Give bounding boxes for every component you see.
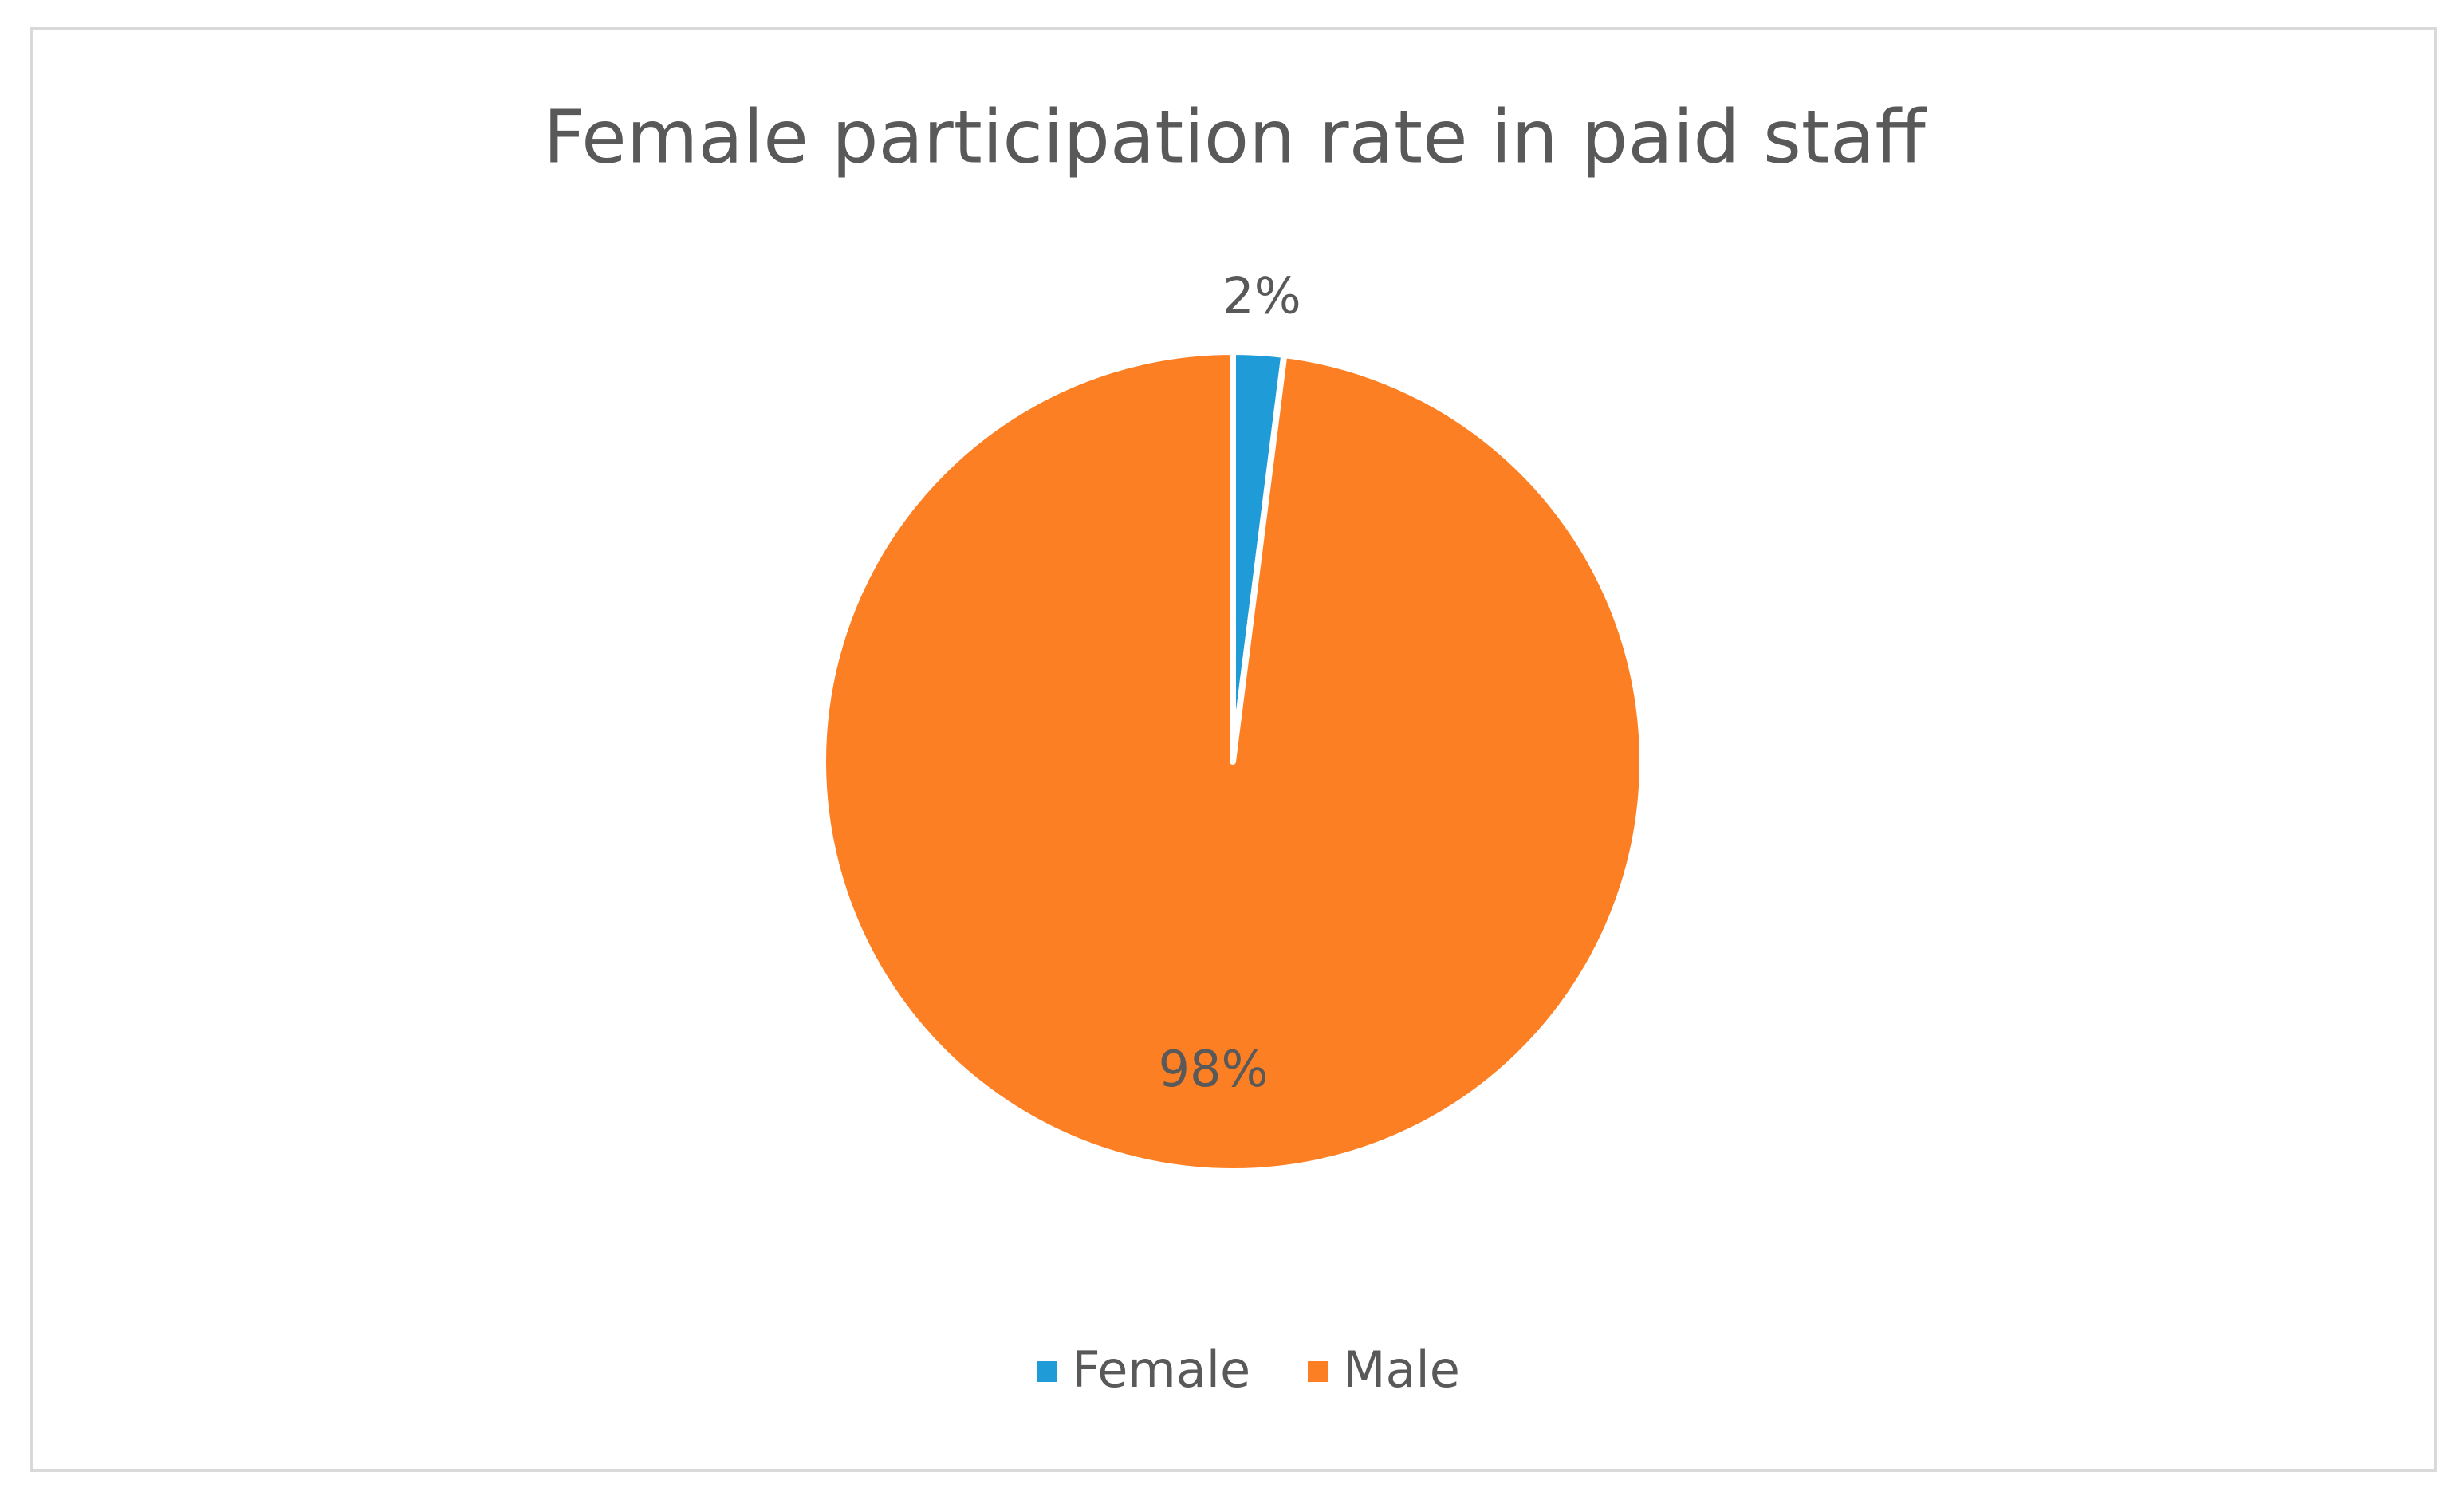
legend-label: Male [1343,1341,1460,1399]
legend-swatch [1308,1361,1328,1382]
data-label: 2% [1222,266,1301,325]
data-label: 98% [1159,1040,1269,1098]
chart-title: Female participation rate in paid staff [543,94,1927,179]
legend-swatch [1037,1361,1057,1382]
legend-label: Female [1072,1341,1250,1399]
pie-slice [820,348,1646,1175]
